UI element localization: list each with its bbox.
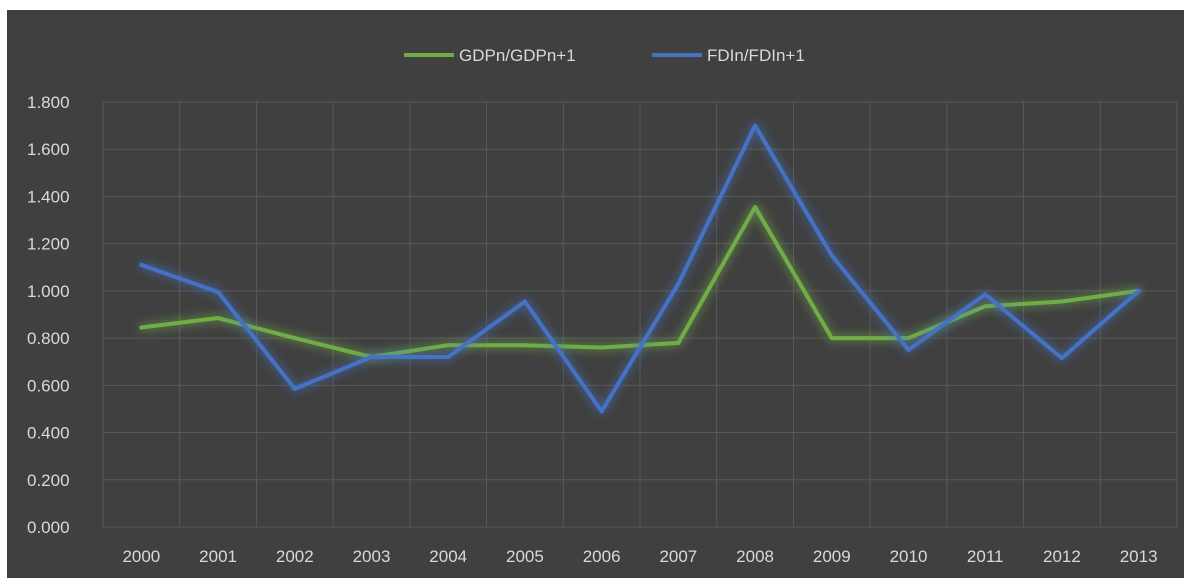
series-layer (139, 123, 1141, 414)
data-point (906, 347, 911, 352)
x-tick-label: 2003 (353, 547, 391, 566)
data-point (599, 345, 604, 350)
data-point (522, 299, 527, 304)
data-point (829, 336, 834, 341)
y-axis-tick-labels: 0.000 0.200 0.400 0.600 0.800 1.000 1.200 1.400… (27, 93, 70, 537)
data-point (292, 336, 297, 341)
chart-area: 0.000 0.200 0.400 0.600 0.800 1.000 1.200 1.400… (7, 10, 1184, 578)
y-tick-label: 0.800 (27, 329, 70, 348)
data-point (906, 336, 911, 341)
x-tick-label: 2005 (506, 547, 544, 566)
data-point (139, 262, 144, 267)
x-tick-label: 2001 (199, 547, 237, 566)
y-tick-label: 0.000 (27, 518, 70, 537)
data-point (446, 355, 451, 359)
x-tick-label: 2008 (736, 547, 774, 566)
x-tick-label: 2012 (1043, 547, 1081, 566)
y-tick-label: 1.400 (27, 187, 70, 206)
x-axis-tick-labels: 2000 2001 2002 2003 2004 2005 2006 2007 2008 2009… (122, 547, 1157, 566)
series-line-fdi (139, 123, 1141, 414)
data-point (599, 409, 604, 414)
data-point (446, 343, 451, 348)
data-point (753, 205, 758, 210)
x-tick-label: 2002 (276, 547, 314, 566)
data-point (1059, 299, 1064, 304)
data-point (216, 316, 221, 321)
data-point (983, 304, 988, 309)
data-point (139, 325, 144, 330)
y-tick-label: 0.600 (27, 376, 70, 395)
data-point (753, 123, 758, 128)
x-tick-label: 2007 (659, 547, 697, 566)
grid-layer (102, 101, 1178, 528)
y-tick-label: 1.600 (27, 140, 70, 159)
data-point (292, 386, 297, 391)
y-tick-label: 1.000 (27, 282, 70, 301)
legend: GDPn/GDPn+1 FDIn/FDIn+1 (404, 46, 805, 65)
x-tick-label: 2009 (813, 547, 851, 566)
data-point (1059, 356, 1064, 361)
data-point (829, 253, 834, 258)
legend-label: GDPn/GDPn+1 (459, 46, 576, 65)
x-tick-label: 2006 (583, 547, 621, 566)
data-point (676, 281, 681, 286)
y-tick-label: 1.200 (27, 235, 70, 254)
y-tick-label: 1.800 (27, 93, 70, 112)
x-tick-label: 2013 (1120, 547, 1158, 566)
data-point (1136, 288, 1141, 293)
legend-label: FDIn/FDIn+1 (707, 46, 805, 65)
x-tick-label: 2011 (967, 547, 1004, 566)
data-point (522, 343, 527, 348)
data-point (983, 292, 988, 297)
data-point (216, 290, 221, 295)
y-tick-label: 0.400 (27, 424, 70, 443)
x-tick-label: 2004 (429, 547, 467, 566)
y-tick-label: 0.200 (27, 471, 70, 490)
line-chart: 0.000 0.200 0.400 0.600 0.800 1.000 1.200 1.400… (27, 46, 1178, 566)
data-point (369, 355, 374, 359)
x-tick-label: 2010 (890, 547, 928, 566)
data-point (676, 340, 681, 345)
x-tick-label: 2000 (122, 547, 160, 566)
